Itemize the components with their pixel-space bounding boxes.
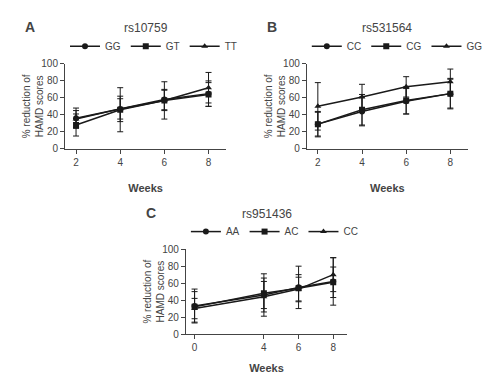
svg-text:C: C [146, 205, 156, 221]
svg-text:60: 60 [168, 278, 180, 289]
svg-text:TT: TT [225, 41, 237, 52]
svg-text:rs531564: rs531564 [362, 21, 412, 35]
svg-text:60: 60 [47, 92, 59, 103]
svg-text:20: 20 [47, 126, 59, 137]
svg-text:CG: CG [406, 41, 421, 52]
svg-text:AA: AA [226, 226, 240, 237]
svg-text:4: 4 [117, 157, 123, 168]
svg-text:2: 2 [73, 157, 79, 168]
svg-text:A: A [25, 19, 35, 35]
svg-text:GG: GG [105, 41, 121, 52]
svg-text:20: 20 [289, 126, 301, 137]
svg-text:4: 4 [261, 342, 267, 353]
svg-text:0: 0 [192, 342, 198, 353]
svg-text:20: 20 [168, 312, 180, 323]
svg-text:40: 40 [168, 295, 180, 306]
svg-text:4: 4 [359, 157, 365, 168]
svg-text:% reduction ofHAMD scores: % reduction ofHAMD scores [142, 259, 166, 323]
svg-text:Weeks: Weeks [128, 182, 163, 194]
svg-text:8: 8 [206, 157, 212, 168]
svg-text:rs951436: rs951436 [242, 207, 292, 221]
svg-text:GG: GG [466, 41, 482, 52]
svg-text:80: 80 [289, 75, 301, 86]
svg-text:100: 100 [283, 58, 300, 69]
svg-text:% reduction ofHAMD scores: % reduction ofHAMD scores [21, 74, 45, 138]
svg-text:B: B [267, 19, 277, 35]
svg-text:Weeks: Weeks [370, 182, 405, 194]
svg-text:100: 100 [162, 244, 179, 255]
svg-text:0: 0 [173, 329, 179, 340]
svg-text:80: 80 [168, 261, 180, 272]
svg-text:CC: CC [343, 226, 357, 237]
svg-text:6: 6 [296, 342, 302, 353]
svg-text:8: 8 [448, 157, 454, 168]
svg-text:AC: AC [285, 226, 299, 237]
svg-text:8: 8 [330, 342, 336, 353]
svg-text:GT: GT [166, 41, 180, 52]
svg-text:100: 100 [41, 58, 58, 69]
svg-text:6: 6 [162, 157, 168, 168]
svg-text:Weeks: Weeks [249, 362, 284, 374]
svg-text:40: 40 [47, 109, 59, 120]
svg-text:rs10759: rs10759 [124, 21, 168, 35]
svg-text:60: 60 [289, 92, 301, 103]
svg-text:% reduction ofHAMD scores: % reduction ofHAMD scores [263, 74, 287, 138]
svg-text:CC: CC [347, 41, 361, 52]
svg-text:0: 0 [294, 143, 300, 154]
svg-text:40: 40 [289, 109, 301, 120]
svg-text:2: 2 [315, 157, 321, 168]
svg-text:6: 6 [403, 157, 409, 168]
svg-text:0: 0 [52, 143, 58, 154]
svg-text:80: 80 [47, 75, 59, 86]
